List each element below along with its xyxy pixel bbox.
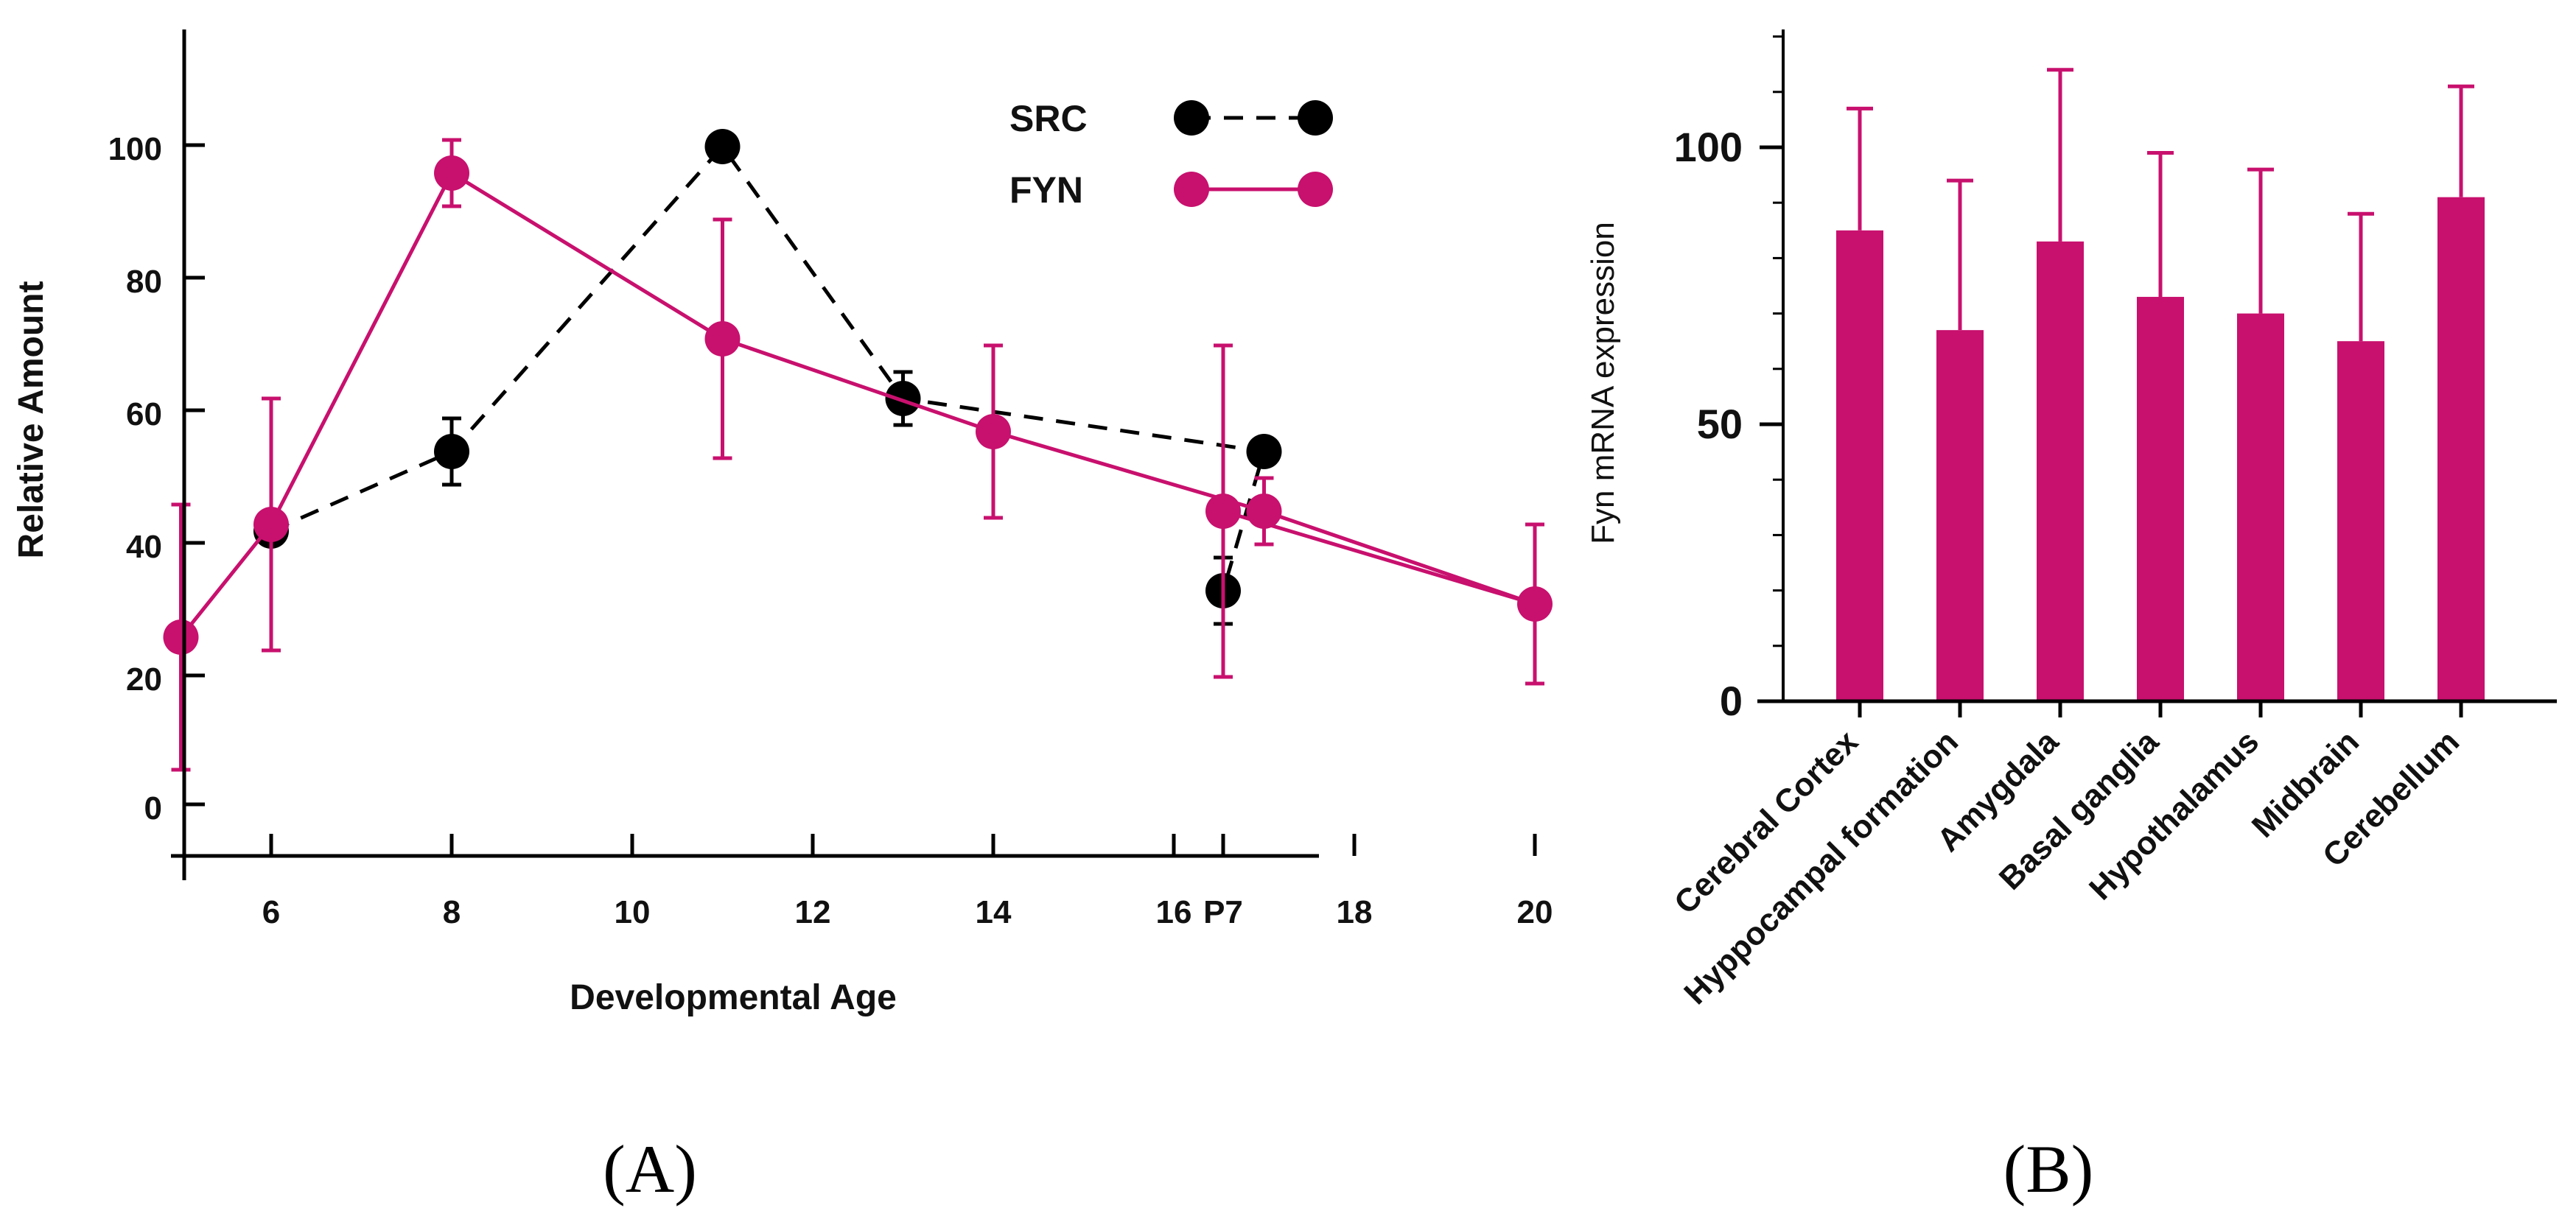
fyn-data-point	[704, 321, 741, 357]
legend-src-label: SRC	[1009, 98, 1088, 139]
src-data-point	[704, 129, 741, 164]
src-data-point	[434, 434, 469, 469]
chart-a-y-label: Relative Amount	[12, 281, 51, 559]
chart-a-legend: SRC FYN	[1009, 98, 1333, 211]
chart-b-y-ticks: 0 50 100	[1674, 35, 1783, 724]
x-tick-label: P7	[1203, 894, 1243, 930]
panel-b-label: (B)	[2003, 1131, 2094, 1207]
bar	[1936, 330, 1984, 701]
bar	[2037, 241, 2084, 702]
y-tick-label: 0	[1720, 678, 1743, 724]
y-tick-label: 100	[108, 131, 162, 167]
fyn-data-point	[434, 155, 469, 191]
fyn-data-point	[1205, 494, 1241, 529]
chart-a-series	[163, 129, 1553, 772]
chart-a: 0 20 40 60 80 100 6 8 10 12 14 16 18 20 P7 Relative A…	[12, 29, 1553, 1207]
chart-a-x-label: Developmental Age	[570, 978, 897, 1017]
y-tick-label: 100	[1674, 124, 1743, 170]
src-series-line	[270, 143, 1267, 591]
chart-a-y-ticks: 0 20 40 60 80 100	[108, 131, 205, 826]
bar	[2437, 197, 2485, 701]
fyn-data-point	[163, 619, 199, 655]
y-tick-label: 50	[1697, 401, 1743, 447]
bar	[1836, 230, 1883, 701]
fyn-data-point	[253, 507, 289, 542]
x-tick-label: 10	[615, 894, 651, 930]
x-tick-label: 14	[976, 894, 1012, 930]
panel-a-label: (A)	[603, 1131, 697, 1207]
legend-fyn-marker	[1174, 172, 1209, 207]
src-data-point	[1246, 434, 1282, 469]
x-tick-label: 16	[1156, 894, 1192, 930]
fyn-data-point	[1517, 586, 1553, 622]
x-tick-label: 8	[443, 894, 461, 930]
legend-src-marker	[1298, 100, 1333, 136]
y-tick-label: 80	[126, 264, 162, 300]
chart-b-y-label: Fyn mRNA expression	[1585, 222, 1621, 544]
chart-b-bars	[1836, 68, 2485, 702]
x-tick-label: 12	[795, 894, 831, 930]
fyn-data-point	[976, 414, 1011, 449]
legend-src-marker	[1174, 100, 1209, 136]
bar	[2137, 297, 2184, 701]
chart-a-x-ticks: 6 8 10 12 14 16 18 20 P7	[262, 834, 1553, 930]
legend-fyn-label: FYN	[1009, 169, 1083, 211]
fyn-data-point	[1246, 494, 1282, 529]
x-tick-label: Cerebral Cortex	[1667, 723, 1865, 921]
y-tick-label: 0	[144, 790, 162, 826]
y-tick-label: 20	[126, 661, 162, 698]
fyn-series-line	[179, 170, 1536, 639]
x-tick-label: 6	[262, 894, 280, 930]
x-tick-label: 20	[1517, 894, 1553, 930]
y-tick-label: 40	[126, 529, 162, 565]
x-tick-label: Hypothalamus	[2082, 723, 2266, 907]
legend-fyn-marker	[1298, 172, 1333, 207]
y-tick-label: 60	[126, 396, 162, 432]
bar	[2237, 313, 2284, 702]
bar	[2337, 341, 2384, 701]
x-tick-label: 18	[1337, 894, 1373, 930]
src-data-point	[885, 381, 921, 416]
